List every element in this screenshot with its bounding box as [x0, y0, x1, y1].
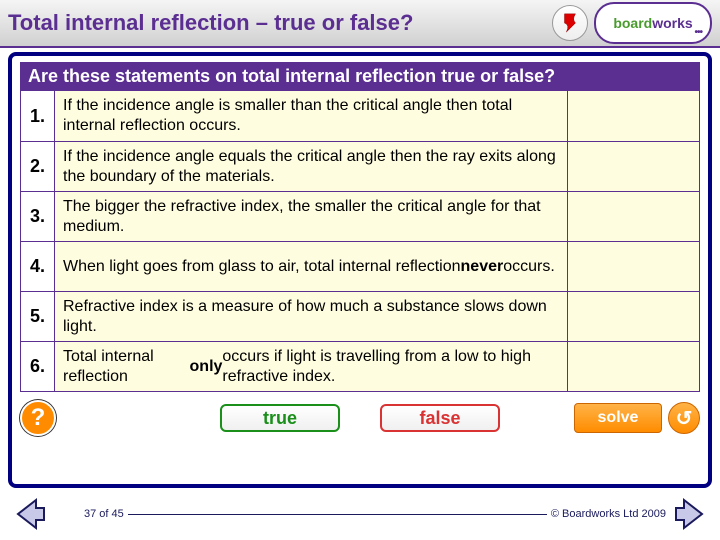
page-title: Total internal reflection – true or fals… [8, 10, 552, 36]
help-button[interactable]: ? [20, 400, 56, 436]
statement-text: If the incidence angle equals the critic… [55, 142, 567, 191]
true-button[interactable]: true [220, 404, 340, 432]
statement-text: When light goes from glass to air, total… [55, 242, 567, 291]
row-number: 1. [21, 91, 55, 141]
table-row: 1. If the incidence angle is smaller tha… [21, 91, 699, 141]
prev-arrow-icon[interactable] [10, 496, 50, 532]
button-row: ? true false solve ↺ [20, 400, 700, 436]
statements-table: 1. If the incidence angle is smaller tha… [20, 91, 700, 392]
answer-cell[interactable] [567, 342, 699, 391]
false-button[interactable]: false [380, 404, 500, 432]
statement-text: Total internal reflection only occurs if… [55, 342, 567, 391]
boardworks-logo: boardworks ••• [594, 2, 712, 44]
footer-divider [128, 514, 547, 515]
header-bar: Total internal reflection – true or fals… [0, 0, 720, 48]
reset-button[interactable]: ↺ [668, 402, 700, 434]
statement-text: If the incidence angle is smaller than t… [55, 91, 567, 141]
table-row: 5. Refractive index is a measure of how … [21, 291, 699, 341]
answer-cell[interactable] [567, 242, 699, 291]
statement-text: The bigger the refractive index, the sma… [55, 192, 567, 241]
statement-text: Refractive index is a measure of how muc… [55, 292, 567, 341]
next-arrow-icon[interactable] [670, 496, 710, 532]
flash-icon [552, 5, 588, 41]
row-number: 4. [21, 242, 55, 291]
row-number: 5. [21, 292, 55, 341]
answer-cell[interactable] [567, 91, 699, 141]
row-number: 3. [21, 192, 55, 241]
answer-cell[interactable] [567, 142, 699, 191]
table-row: 2. If the incidence angle equals the cri… [21, 141, 699, 191]
answer-cell[interactable] [567, 292, 699, 341]
solve-button[interactable]: solve [574, 403, 662, 433]
row-number: 2. [21, 142, 55, 191]
footer: 37 of 45 © Boardworks Ltd 2009 [0, 492, 720, 536]
content-frame: Are these statements on total internal r… [8, 52, 712, 488]
table-row: 3. The bigger the refractive index, the … [21, 191, 699, 241]
row-number: 6. [21, 342, 55, 391]
question-text: Are these statements on total internal r… [20, 62, 700, 91]
table-row: 4. When light goes from glass to air, to… [21, 241, 699, 291]
copyright-text: © Boardworks Ltd 2009 [547, 508, 670, 520]
page-number: 37 of 45 [80, 508, 128, 520]
answer-cell[interactable] [567, 192, 699, 241]
table-row: 6. Total internal reflection only occurs… [21, 341, 699, 391]
